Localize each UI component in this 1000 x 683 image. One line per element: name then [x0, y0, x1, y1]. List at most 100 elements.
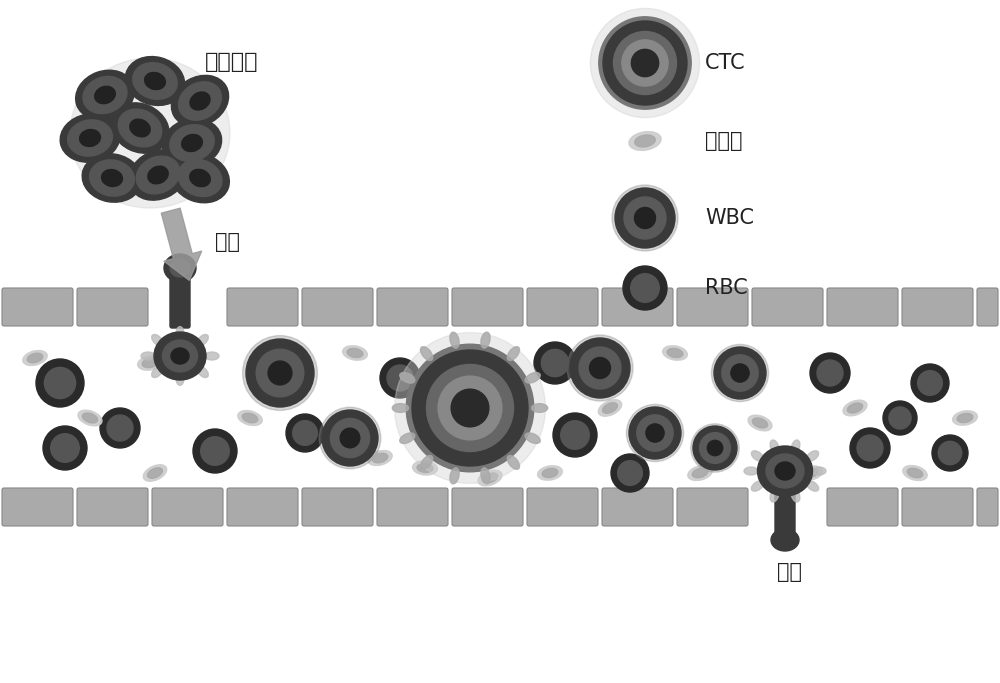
Ellipse shape: [579, 347, 621, 389]
Ellipse shape: [190, 169, 210, 186]
Ellipse shape: [343, 346, 367, 360]
Ellipse shape: [631, 274, 659, 303]
FancyBboxPatch shape: [827, 288, 898, 326]
Ellipse shape: [957, 413, 973, 423]
Ellipse shape: [590, 357, 610, 378]
Ellipse shape: [802, 469, 818, 477]
Ellipse shape: [817, 360, 843, 386]
Ellipse shape: [395, 333, 545, 484]
Ellipse shape: [688, 466, 712, 481]
Ellipse shape: [918, 371, 942, 395]
FancyBboxPatch shape: [677, 488, 748, 526]
Ellipse shape: [843, 400, 867, 416]
Ellipse shape: [707, 441, 723, 456]
Ellipse shape: [692, 468, 708, 478]
Ellipse shape: [541, 349, 569, 376]
FancyBboxPatch shape: [227, 288, 298, 326]
Text: 内渗: 内渗: [215, 232, 240, 252]
Ellipse shape: [330, 419, 370, 458]
Ellipse shape: [534, 342, 576, 384]
Ellipse shape: [138, 356, 162, 370]
Ellipse shape: [171, 75, 229, 126]
Ellipse shape: [635, 135, 655, 147]
Ellipse shape: [450, 332, 459, 348]
Ellipse shape: [412, 350, 528, 466]
Ellipse shape: [744, 467, 758, 475]
FancyBboxPatch shape: [752, 288, 823, 326]
Ellipse shape: [400, 433, 415, 443]
FancyBboxPatch shape: [77, 488, 148, 526]
FancyBboxPatch shape: [377, 488, 448, 526]
Ellipse shape: [256, 349, 304, 397]
Ellipse shape: [372, 454, 388, 463]
Ellipse shape: [932, 435, 968, 471]
Ellipse shape: [791, 488, 800, 502]
Ellipse shape: [507, 347, 519, 361]
Ellipse shape: [771, 529, 799, 551]
Ellipse shape: [748, 415, 772, 431]
Ellipse shape: [125, 57, 185, 105]
FancyBboxPatch shape: [902, 288, 973, 326]
FancyBboxPatch shape: [677, 288, 748, 326]
Ellipse shape: [667, 348, 683, 358]
Ellipse shape: [148, 468, 162, 478]
Ellipse shape: [806, 451, 819, 461]
FancyBboxPatch shape: [377, 288, 448, 326]
FancyBboxPatch shape: [527, 288, 598, 326]
Ellipse shape: [775, 462, 795, 480]
Ellipse shape: [164, 254, 196, 282]
Ellipse shape: [387, 365, 413, 391]
Ellipse shape: [722, 354, 758, 391]
Ellipse shape: [286, 414, 324, 452]
Ellipse shape: [182, 135, 202, 152]
FancyBboxPatch shape: [77, 288, 148, 326]
Ellipse shape: [406, 344, 534, 472]
FancyBboxPatch shape: [775, 478, 795, 534]
Ellipse shape: [481, 468, 490, 484]
Ellipse shape: [810, 353, 850, 393]
Ellipse shape: [129, 150, 187, 200]
Ellipse shape: [700, 432, 730, 463]
Ellipse shape: [197, 335, 208, 346]
Ellipse shape: [238, 410, 262, 426]
Ellipse shape: [691, 423, 739, 472]
Text: WBC: WBC: [705, 208, 754, 228]
Ellipse shape: [142, 359, 158, 367]
Ellipse shape: [857, 435, 883, 461]
Ellipse shape: [622, 40, 668, 86]
Ellipse shape: [599, 17, 691, 109]
Ellipse shape: [197, 366, 208, 378]
Ellipse shape: [145, 72, 165, 89]
Ellipse shape: [590, 8, 700, 117]
Ellipse shape: [623, 266, 667, 310]
Ellipse shape: [770, 440, 779, 454]
Ellipse shape: [731, 364, 749, 382]
Ellipse shape: [133, 63, 177, 99]
Ellipse shape: [176, 372, 184, 385]
Ellipse shape: [340, 428, 360, 448]
FancyBboxPatch shape: [2, 288, 73, 326]
Ellipse shape: [171, 153, 229, 203]
Ellipse shape: [791, 440, 800, 454]
Ellipse shape: [246, 339, 314, 407]
Ellipse shape: [847, 403, 863, 413]
Ellipse shape: [907, 468, 923, 478]
Ellipse shape: [426, 365, 514, 451]
Ellipse shape: [752, 418, 768, 428]
Ellipse shape: [450, 468, 459, 484]
FancyBboxPatch shape: [227, 488, 298, 526]
Ellipse shape: [95, 86, 115, 104]
Ellipse shape: [293, 421, 317, 445]
Ellipse shape: [170, 125, 214, 161]
Ellipse shape: [635, 208, 656, 229]
Ellipse shape: [438, 376, 502, 440]
Ellipse shape: [812, 467, 826, 475]
Ellipse shape: [268, 361, 292, 385]
Ellipse shape: [162, 340, 198, 372]
Ellipse shape: [253, 345, 277, 361]
FancyBboxPatch shape: [977, 288, 998, 326]
Ellipse shape: [102, 169, 122, 186]
Ellipse shape: [611, 454, 649, 492]
Ellipse shape: [130, 120, 150, 137]
Ellipse shape: [911, 364, 949, 402]
